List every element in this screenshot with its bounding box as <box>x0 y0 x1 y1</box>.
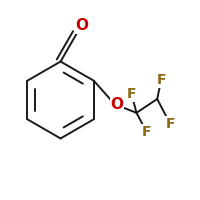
Text: F: F <box>156 73 166 87</box>
Text: F: F <box>127 87 136 101</box>
Text: F: F <box>142 125 151 139</box>
Text: F: F <box>165 117 175 131</box>
Text: O: O <box>110 97 123 112</box>
Text: O: O <box>75 18 88 33</box>
